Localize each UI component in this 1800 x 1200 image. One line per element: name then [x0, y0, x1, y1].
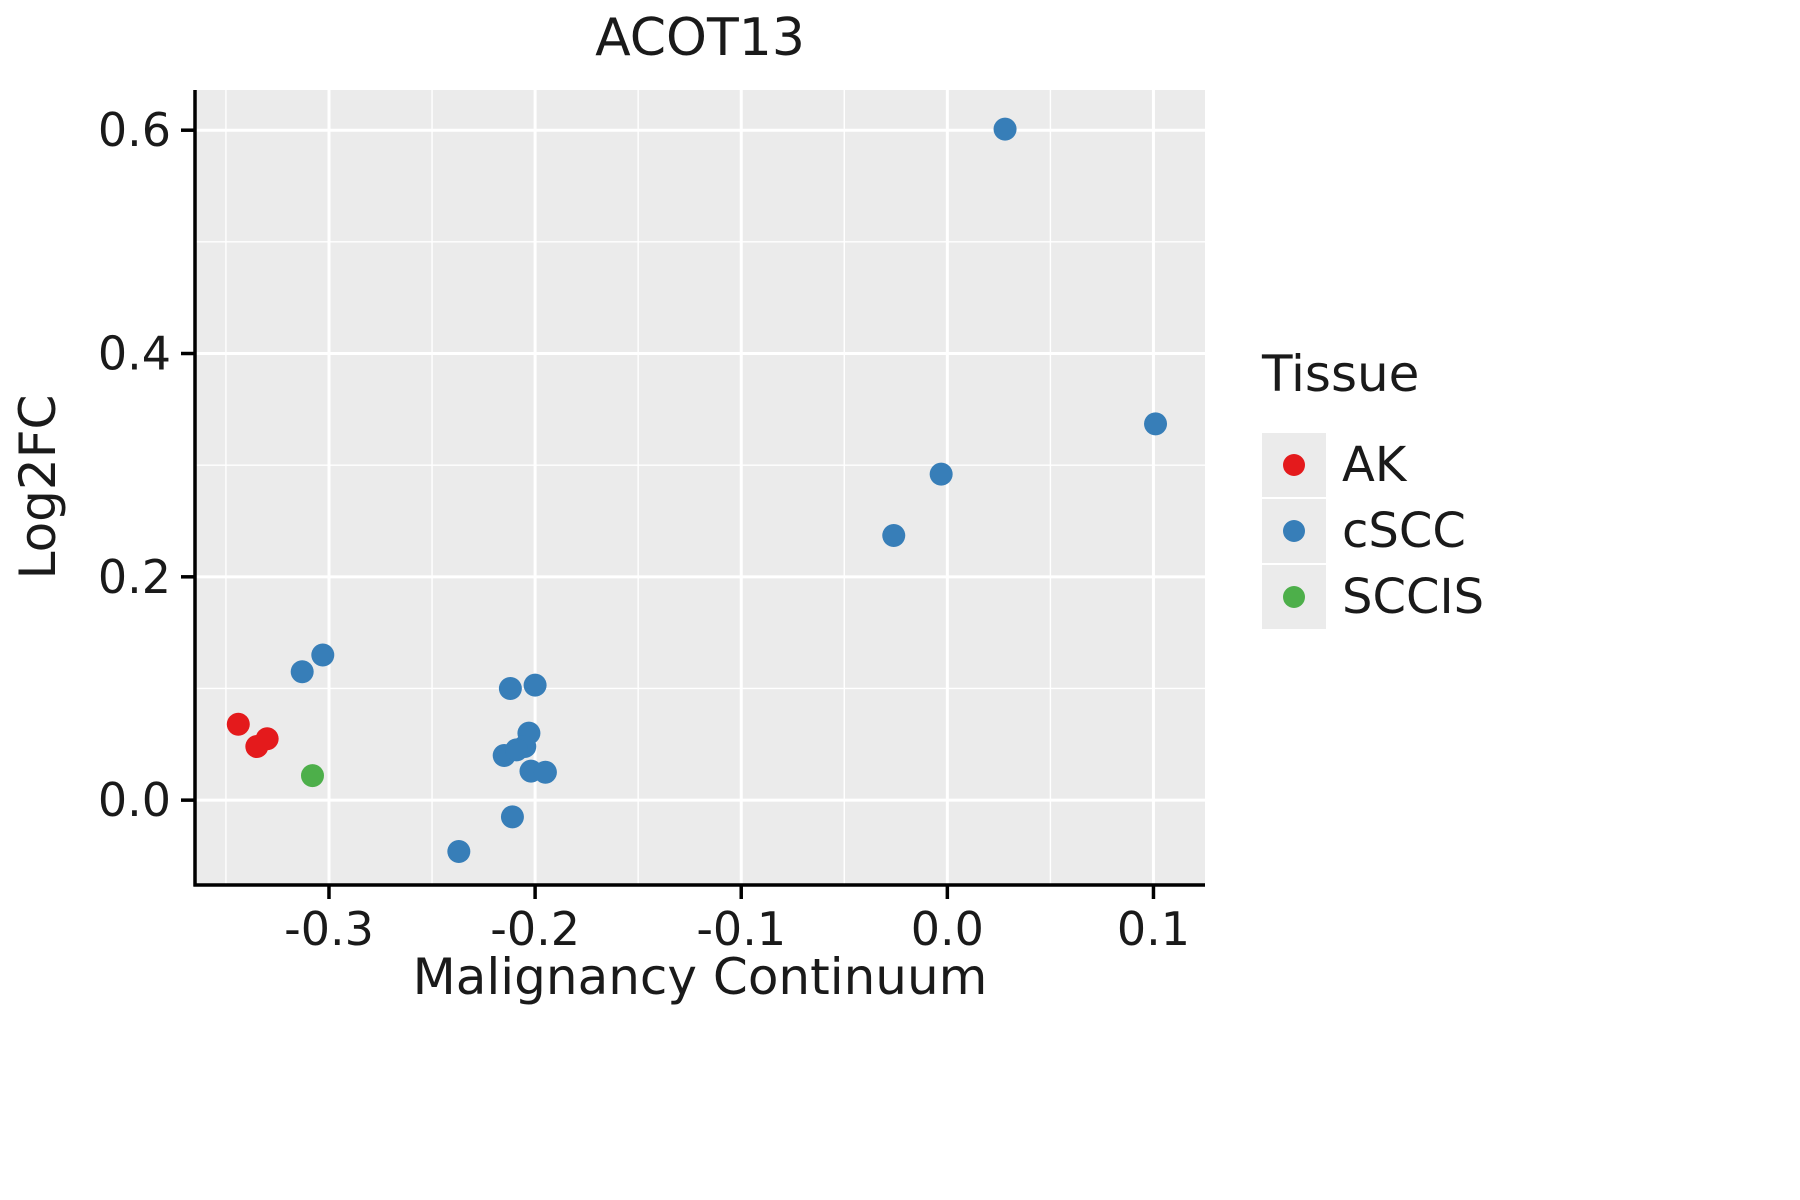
- data-point-cscc: [500, 805, 524, 829]
- legend-dot-icon: [1283, 454, 1305, 476]
- legend-label: AK: [1342, 437, 1407, 493]
- y-tick-label: 0.2: [98, 550, 171, 604]
- plot-panel: [195, 90, 1205, 885]
- y-tick-label: 0.6: [98, 103, 171, 157]
- data-point-cscc: [447, 840, 471, 864]
- data-point-ak: [226, 712, 250, 736]
- legend-label: cSCC: [1342, 503, 1466, 559]
- data-point-ak: [255, 727, 279, 751]
- y-axis-label: Log2FC: [9, 394, 67, 580]
- legend-item-ak: AK: [1262, 433, 1484, 497]
- legend: Tissue AK cSCC SCCIS: [1262, 345, 1484, 631]
- legend-label: SCCIS: [1342, 569, 1485, 625]
- data-point-cscc: [311, 643, 335, 667]
- y-tick-label: 0.0: [98, 773, 171, 827]
- legend-key: [1262, 433, 1326, 497]
- data-point-cscc: [882, 524, 906, 548]
- data-point-cscc: [533, 760, 557, 784]
- chart-title: ACOT13: [595, 8, 805, 68]
- legend-dot-icon: [1283, 520, 1305, 542]
- data-point-cscc: [498, 676, 522, 700]
- legend-item-cscc: cSCC: [1262, 499, 1484, 563]
- x-tick-label: -0.2: [490, 902, 580, 956]
- x-axis-label: Malignancy Continuum: [412, 948, 988, 1006]
- data-point-cscc: [523, 673, 547, 697]
- x-tick-label: 0.0: [911, 902, 984, 956]
- x-tick-label: -0.1: [696, 902, 786, 956]
- data-point-sccis: [300, 764, 324, 788]
- data-point-cscc: [1144, 412, 1168, 436]
- legend-title: Tissue: [1262, 345, 1420, 403]
- x-tick-label: 0.1: [1117, 902, 1190, 956]
- legend-items: AK cSCC SCCIS: [1262, 433, 1484, 629]
- y-tick-label: 0.4: [98, 327, 171, 381]
- x-tick-label: -0.3: [284, 902, 374, 956]
- legend-dot-icon: [1283, 586, 1305, 608]
- legend-item-sccis: SCCIS: [1262, 565, 1484, 629]
- legend-key: [1262, 499, 1326, 563]
- data-point-cscc: [290, 660, 314, 684]
- legend-key: [1262, 565, 1326, 629]
- data-point-cscc: [993, 117, 1017, 141]
- data-point-cscc: [929, 462, 953, 486]
- data-point-cscc: [505, 738, 529, 762]
